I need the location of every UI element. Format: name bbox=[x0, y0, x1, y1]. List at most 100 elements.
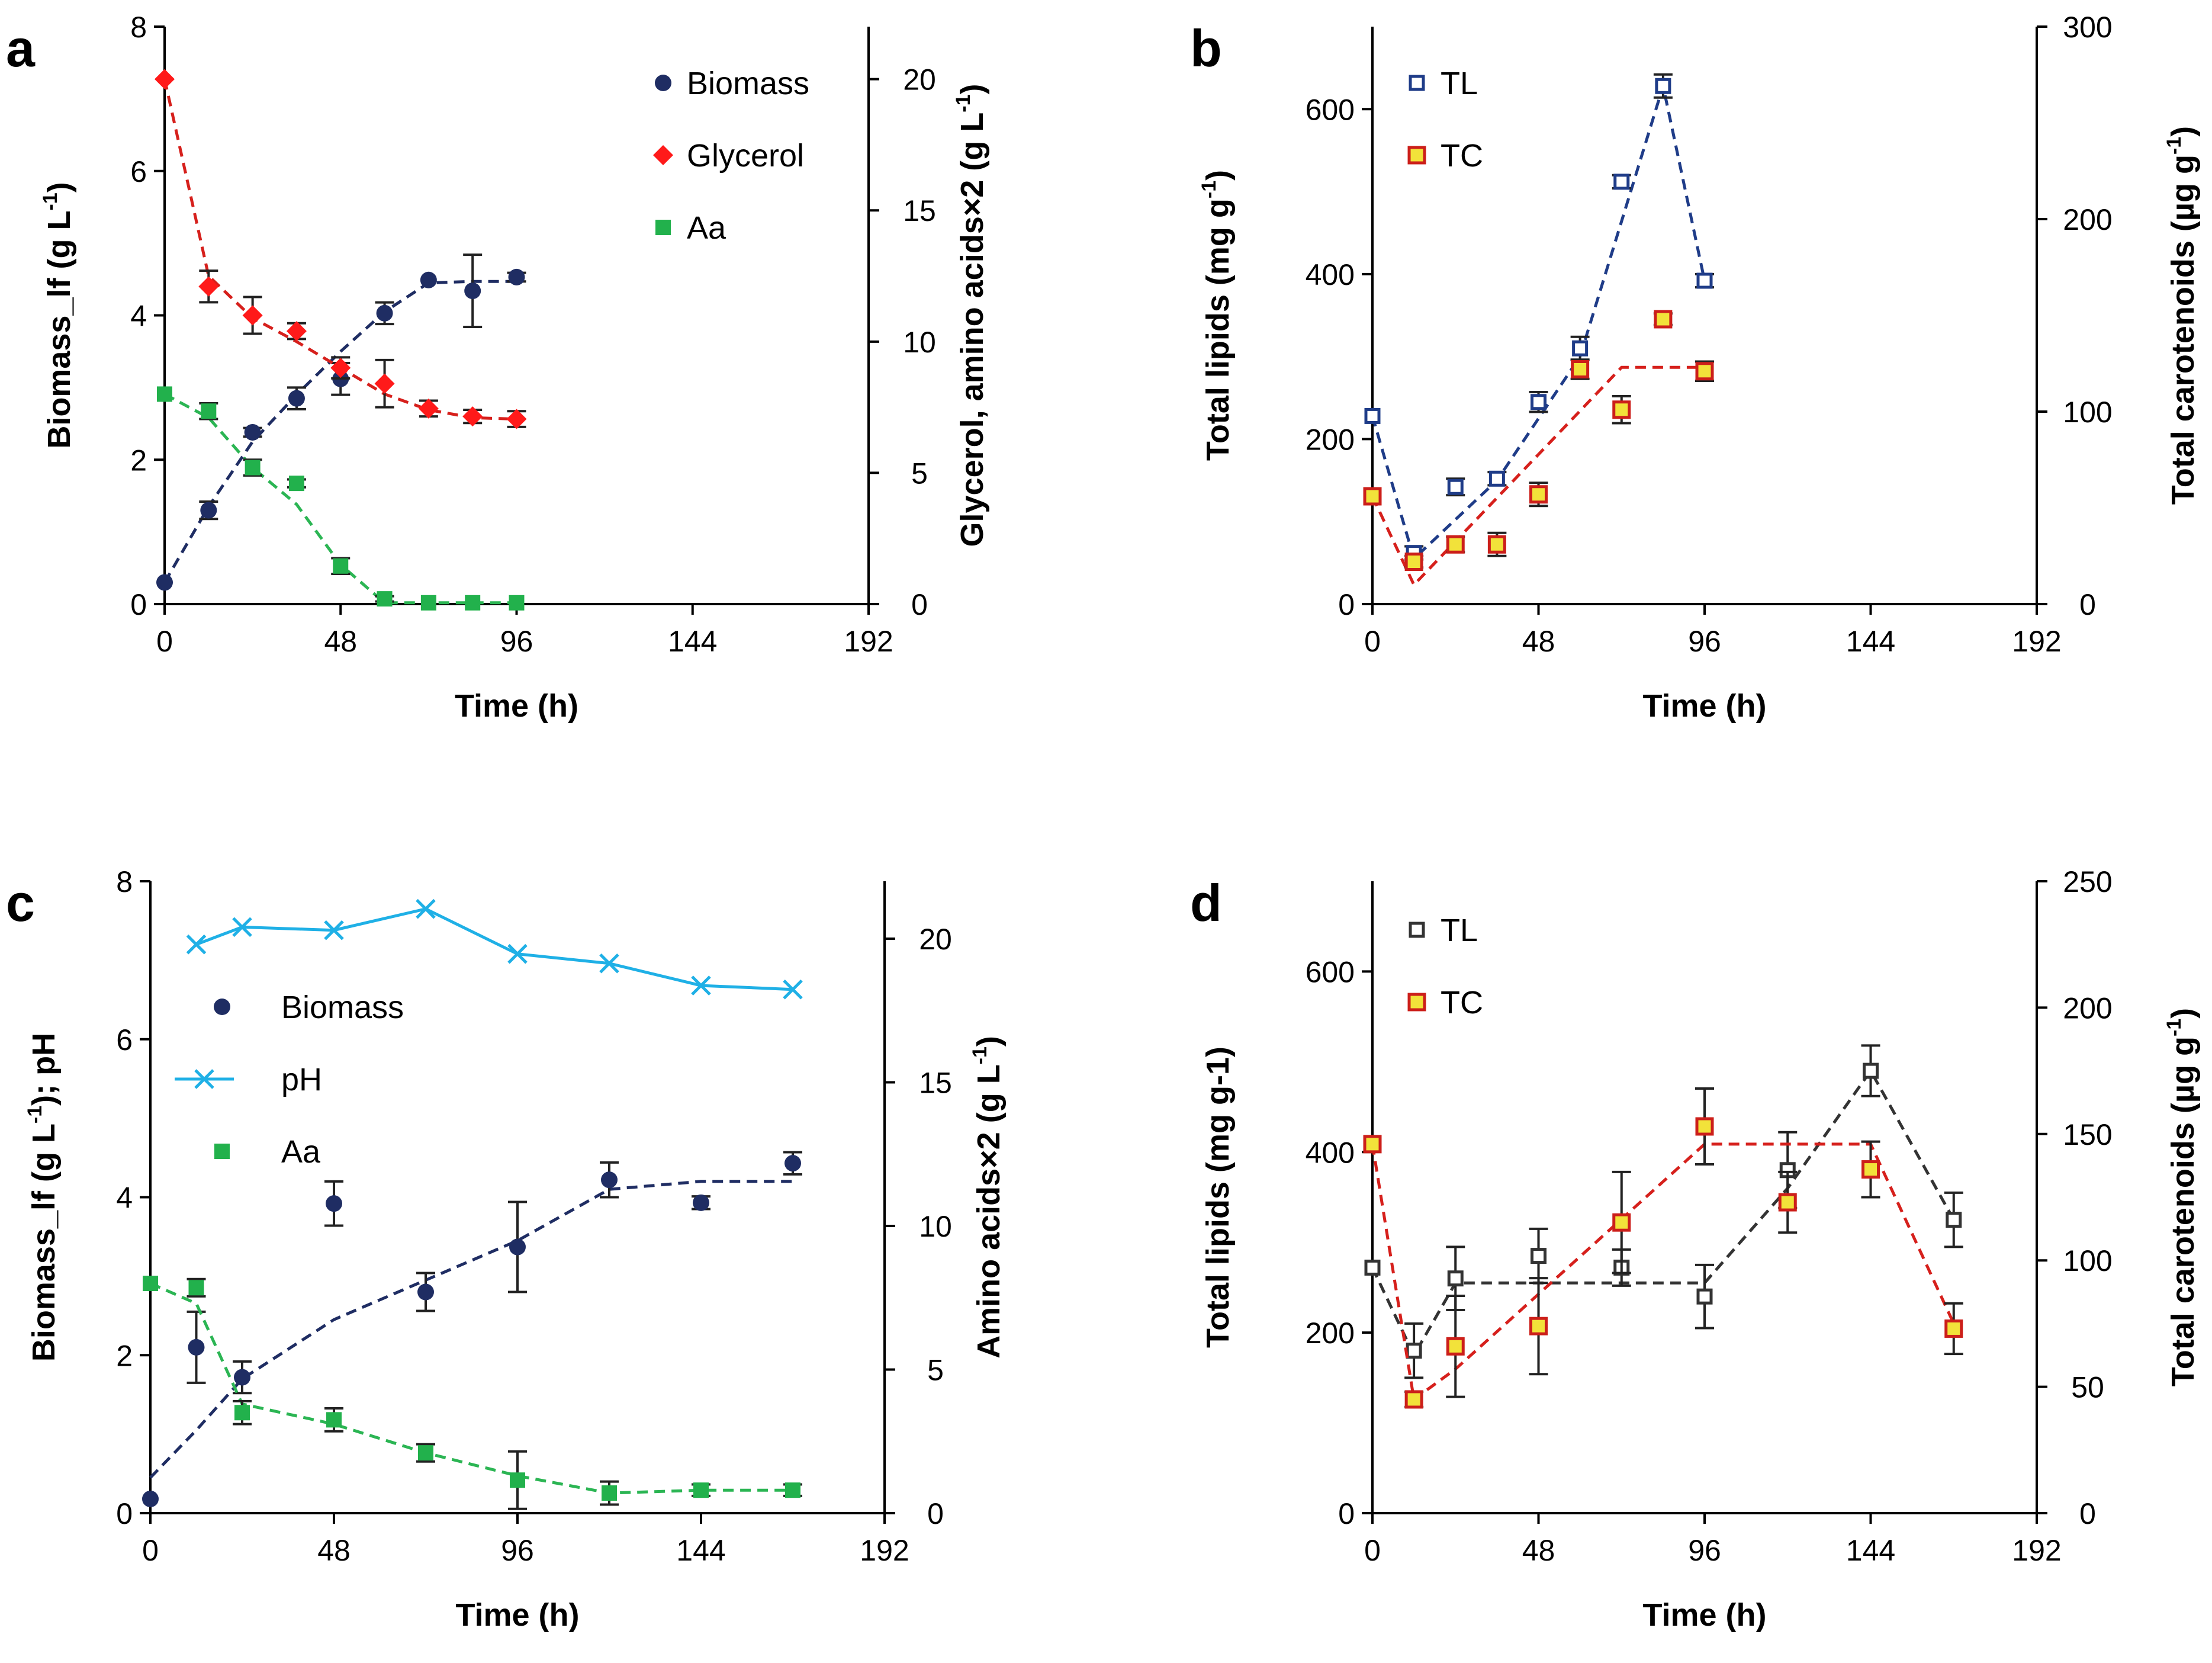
y2-tick-label: 0 bbox=[911, 588, 928, 621]
legend-label: TL bbox=[1441, 66, 1478, 101]
x-axis-title: Time (h) bbox=[1642, 688, 1766, 724]
data-point bbox=[1446, 535, 1465, 554]
legend-label: Aa bbox=[687, 210, 726, 246]
data-point bbox=[1944, 1319, 1963, 1338]
y2-tick-label: 15 bbox=[919, 1067, 952, 1100]
data-point bbox=[1612, 1213, 1631, 1232]
legend-marker bbox=[655, 220, 671, 235]
data-point bbox=[1695, 1117, 1714, 1136]
fit-line bbox=[1371, 80, 1706, 562]
y-tick-label: 4 bbox=[130, 300, 147, 333]
x-tick-label: 96 bbox=[1688, 1534, 1721, 1567]
y-tick-label: 6 bbox=[130, 155, 147, 188]
data-point bbox=[693, 1194, 709, 1211]
data-point bbox=[507, 943, 528, 964]
legend-label: TC bbox=[1441, 985, 1483, 1020]
data-point bbox=[1778, 1193, 1797, 1212]
y-tick-label: 200 bbox=[1306, 1317, 1355, 1350]
y2-axis-title-main: Total carotenoids (µg g bbox=[2165, 1036, 2201, 1386]
y-tick-label: 2 bbox=[130, 444, 147, 477]
y2-axis-title-main: Amino acids×2 (g L bbox=[971, 1064, 1007, 1359]
x-tick-label: 192 bbox=[860, 1534, 909, 1567]
data-point bbox=[188, 1280, 204, 1296]
panel-c: c 0 48 96 144 192 0 2 4 6 8 0 5 10 15 20 Time (h) Biomass… bbox=[6, 865, 1007, 1633]
y2-tick-label: 150 bbox=[2063, 1118, 2112, 1151]
data-point bbox=[1655, 78, 1671, 94]
x-tick-label: 0 bbox=[156, 625, 173, 658]
y-tick-label: 8 bbox=[116, 865, 133, 898]
data-point bbox=[509, 1238, 526, 1256]
y2-tick-label: 200 bbox=[2063, 991, 2112, 1025]
data-point bbox=[1404, 553, 1423, 571]
y-axis-title-main: Total lipids (mg g bbox=[1200, 198, 1236, 461]
data-point bbox=[1572, 340, 1589, 357]
legend-label: Biomass bbox=[281, 990, 404, 1025]
data-point bbox=[198, 276, 219, 297]
data-point bbox=[234, 1405, 250, 1421]
y-axis-title-tail: ) bbox=[1200, 170, 1236, 181]
x-tick-label: 192 bbox=[2012, 625, 2061, 658]
y-axis-title-main: Biomass_lf (g L bbox=[26, 1123, 62, 1362]
y2-axis-title-sup: -1 bbox=[969, 1046, 991, 1064]
legend-marker bbox=[214, 999, 230, 1015]
y2-tick-label: 10 bbox=[919, 1210, 952, 1243]
y-axis-title-tail: ); pH bbox=[26, 1033, 62, 1106]
y2-axis-title-sup: -1 bbox=[2163, 1019, 2185, 1036]
series-ph bbox=[186, 898, 803, 1000]
data-point bbox=[418, 398, 439, 419]
y-tick-label: 8 bbox=[130, 11, 147, 44]
panel-a: a 0 48 96 144 192 0 2 4 6 8 0 5 10 15 20 Time (h) Biomass… bbox=[6, 11, 990, 724]
y-axis-title: Biomass_lf (g L-1) bbox=[39, 182, 77, 448]
series-tc bbox=[1363, 1087, 1963, 1409]
panel-letter-c: c bbox=[6, 874, 35, 932]
data-point bbox=[1654, 310, 1673, 329]
x-tick-label: 0 bbox=[142, 1534, 159, 1567]
data-point bbox=[288, 390, 305, 407]
data-point bbox=[509, 595, 525, 611]
data-point bbox=[234, 1369, 250, 1386]
data-point bbox=[142, 1490, 159, 1507]
y-axis-title: Biomass_lf (g L-1); pH bbox=[24, 1033, 62, 1362]
y-tick-label: 600 bbox=[1306, 93, 1355, 126]
data-point bbox=[1695, 362, 1714, 381]
legend-marker bbox=[1409, 922, 1425, 938]
data-point bbox=[326, 1412, 342, 1428]
panel-letter-a: a bbox=[6, 19, 36, 78]
y2-axis-title: Amino acids×2 (g L-1) bbox=[969, 1036, 1007, 1359]
data-point bbox=[1529, 485, 1548, 504]
data-point bbox=[508, 268, 525, 285]
y-tick-label: 0 bbox=[116, 1497, 133, 1530]
data-point bbox=[418, 1445, 433, 1461]
y-axis-title-sup: -1 bbox=[24, 1106, 46, 1123]
y-axis-title-sup: -1 bbox=[39, 192, 62, 210]
y2-axis-title: Total carotenoids (µg g-1) bbox=[2163, 126, 2201, 505]
data-point bbox=[1696, 1288, 1713, 1305]
x-tick-label: 96 bbox=[500, 625, 533, 658]
y-tick-label: 400 bbox=[1306, 1136, 1355, 1169]
y2-tick-label: 5 bbox=[911, 457, 928, 490]
series-glycerol bbox=[155, 69, 527, 429]
data-point bbox=[462, 406, 483, 427]
data-point bbox=[1531, 1248, 1547, 1264]
y2-tick-label: 0 bbox=[2079, 1497, 2096, 1530]
legend-marker bbox=[655, 75, 671, 91]
x-tick-label: 48 bbox=[1522, 625, 1555, 658]
y2-axis-title-tail: ) bbox=[971, 1036, 1007, 1046]
data-point bbox=[1612, 400, 1631, 419]
fit-line bbox=[1371, 365, 1705, 587]
y2-tick-label: 50 bbox=[2071, 1371, 2104, 1404]
y-axis-title-tail: ) bbox=[41, 182, 77, 192]
data-point bbox=[1447, 479, 1464, 495]
data-point bbox=[1531, 394, 1547, 410]
y-tick-label: 200 bbox=[1306, 423, 1355, 456]
y2-axis-title: Total carotenoids (µg g-1) bbox=[2163, 1008, 2201, 1386]
series-line bbox=[195, 907, 793, 991]
y2-axis-title-main: Total carotenoids (µg g bbox=[2165, 155, 2201, 505]
data-point bbox=[465, 595, 481, 611]
y-tick-label: 600 bbox=[1306, 955, 1355, 988]
y2-axis-title: Glycerol, amino acids×2 (g L-1) bbox=[952, 84, 990, 547]
legend-label: TL bbox=[1441, 913, 1478, 948]
data-point bbox=[157, 386, 172, 402]
fit-line bbox=[149, 1180, 793, 1479]
data-point bbox=[464, 282, 481, 300]
